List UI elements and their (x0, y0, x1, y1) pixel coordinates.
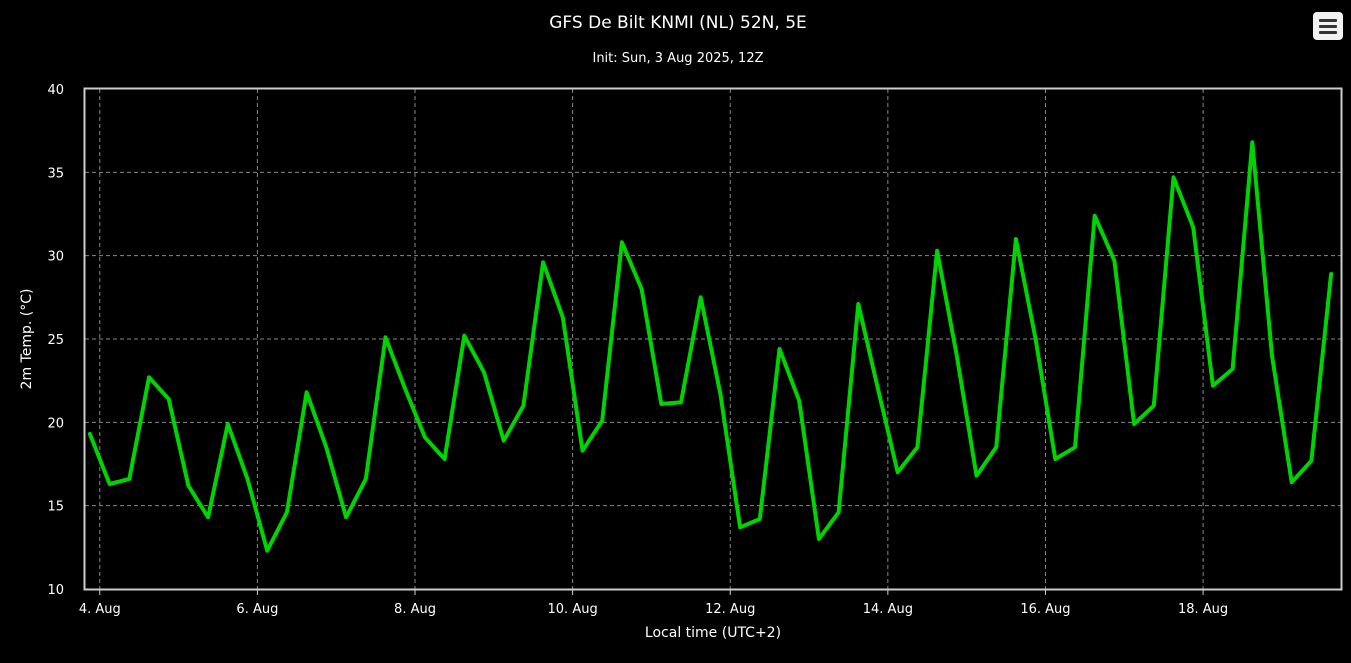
series-group (87, 140, 1334, 553)
data-point (817, 537, 821, 541)
y-tick-label: 15 (47, 500, 64, 515)
x-tick-label: 16. Aug (1020, 602, 1070, 617)
data-point (640, 287, 644, 291)
data-point (1250, 140, 1254, 144)
data-point (1191, 225, 1195, 229)
data-point (699, 295, 703, 299)
data-point (206, 515, 210, 519)
data-point (955, 354, 959, 358)
x-tick-label: 4. Aug (79, 602, 121, 617)
data-point (600, 419, 604, 423)
chart-menu-button[interactable] (1313, 12, 1343, 40)
data-point (1073, 445, 1077, 449)
y-tick-label: 10 (47, 583, 64, 598)
data-point (462, 334, 466, 338)
data-point (383, 335, 387, 339)
x-axis-ticks: 4. Aug 6. Aug 8. Aug 10. Aug 12. Aug 14. Aug 1… (79, 589, 1228, 617)
y-tick-label: 25 (47, 333, 64, 348)
x-axis-label: Local time (UTC+2) (645, 625, 781, 641)
chart-title: GFS De Bilt KNMI (NL) 52N, 5E (549, 13, 807, 33)
data-point (1093, 214, 1097, 218)
data-point (1053, 457, 1057, 461)
data-point (1112, 259, 1116, 263)
data-point (1172, 175, 1176, 179)
y-tick-label: 30 (47, 250, 64, 265)
data-point (127, 477, 131, 481)
y-tick-label: 20 (47, 416, 64, 431)
data-point (344, 515, 348, 519)
data-point (226, 422, 230, 426)
data-point (994, 445, 998, 449)
data-point (1270, 354, 1274, 358)
data-point (718, 392, 722, 396)
data-point (896, 470, 900, 474)
data-point (1132, 422, 1136, 426)
data-point (364, 477, 368, 481)
data-point (1309, 459, 1313, 463)
x-tick-label: 10. Aug (548, 602, 598, 617)
data-point (1329, 272, 1333, 276)
y-axis-label: 2m Temp. (°C) (19, 289, 35, 390)
data-point (620, 240, 624, 244)
data-point (1231, 367, 1235, 371)
data-point (285, 510, 289, 514)
x-tick-label: 12. Aug (705, 602, 755, 617)
x-tick-label: 14. Aug (863, 602, 913, 617)
data-point (423, 435, 427, 439)
data-point (305, 390, 309, 394)
data-point (856, 302, 860, 306)
data-point (797, 399, 801, 403)
data-point (1290, 480, 1294, 484)
y-tick-label: 40 (47, 83, 64, 98)
data-point (1211, 384, 1215, 388)
data-point (541, 260, 545, 264)
data-point (975, 474, 979, 478)
data-point (502, 439, 506, 443)
grid-lines (85, 89, 1341, 589)
hamburger-icon (1319, 19, 1337, 22)
data-point (777, 347, 781, 351)
data-point (738, 525, 742, 529)
data-point (147, 375, 151, 379)
x-tick-label: 8. Aug (394, 602, 436, 617)
x-tick-label: 18. Aug (1178, 602, 1228, 617)
x-tick-label: 6. Aug (236, 602, 278, 617)
y-axis-ticks: 10 15 20 25 30 35 40 (47, 83, 64, 598)
data-point (876, 387, 880, 391)
temperature-series-line (87, 140, 1334, 553)
data-point (1014, 237, 1018, 241)
data-point (265, 549, 269, 553)
data-point (403, 387, 407, 391)
data-point (758, 517, 762, 521)
data-point (167, 397, 171, 401)
data-point (580, 449, 584, 453)
y-tick-label: 35 (47, 166, 64, 181)
data-point (482, 370, 486, 374)
data-point (521, 404, 525, 408)
data-point (246, 477, 250, 481)
data-point (324, 445, 328, 449)
data-point (88, 432, 92, 436)
data-point (837, 510, 841, 514)
chart-subtitle: Init: Sun, 3 Aug 2025, 12Z (592, 51, 763, 66)
data-point (443, 457, 447, 461)
data-point (1152, 404, 1156, 408)
data-point (561, 315, 565, 319)
data-point (935, 249, 939, 253)
data-point (915, 445, 919, 449)
data-point (186, 484, 190, 488)
data-point (1034, 337, 1038, 341)
data-point (679, 400, 683, 404)
data-point (659, 402, 663, 406)
data-point (108, 482, 112, 486)
plot-border (83, 87, 1343, 591)
